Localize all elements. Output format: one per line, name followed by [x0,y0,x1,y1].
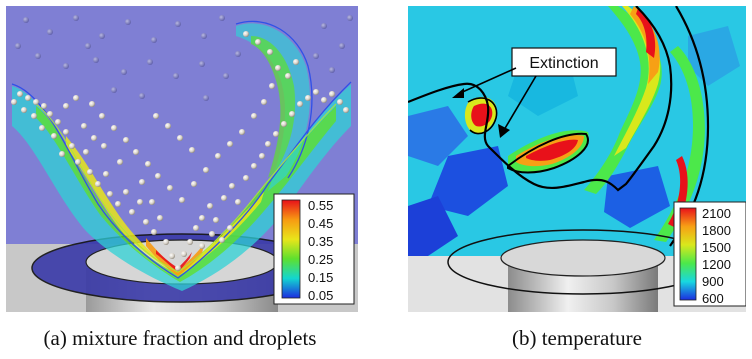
colorbar-a-label: 0.45 [308,216,333,231]
colorbar-a-label: 0.05 [308,288,333,303]
colorbar-b-label: 2100 [702,206,731,221]
colorbar-b-label: 900 [702,274,724,289]
caption-b: (b) temperature [511,326,642,350]
colorbar-a-label: 0.35 [308,234,333,249]
colorbar-b-label: 1500 [702,240,731,255]
colorbar-b-label: 600 [702,291,724,306]
colorbar-b-label: 1800 [702,223,731,238]
extinction-callout: Extinction [452,47,617,138]
caption-a: (a) mixture fraction and droplets [43,326,317,350]
colorbar-a-label: 0.15 [308,270,333,285]
colorbar-b-label: 1200 [702,257,731,272]
figure-b-image: Extinction 2100 1800 1500 1200 900 600 [408,6,746,312]
colorbar-a-label: 0.25 [308,252,333,267]
colorbar-a-label: 0.55 [308,198,333,213]
extinction-label: Extinction [529,55,598,72]
colorbar-a: 0.55 0.45 0.35 0.25 0.15 0.05 [273,193,355,305]
figure-a-image: 0.55 0.45 0.35 0.25 0.15 0.05 [6,6,358,312]
colorbar-b: 2100 1800 1500 1200 900 600 [673,201,746,307]
temperature-plot: Extinction 2100 1800 1500 1200 900 600 [408,6,746,312]
mixture-fraction-plot: 0.55 0.45 0.35 0.25 0.15 0.05 [6,6,358,312]
